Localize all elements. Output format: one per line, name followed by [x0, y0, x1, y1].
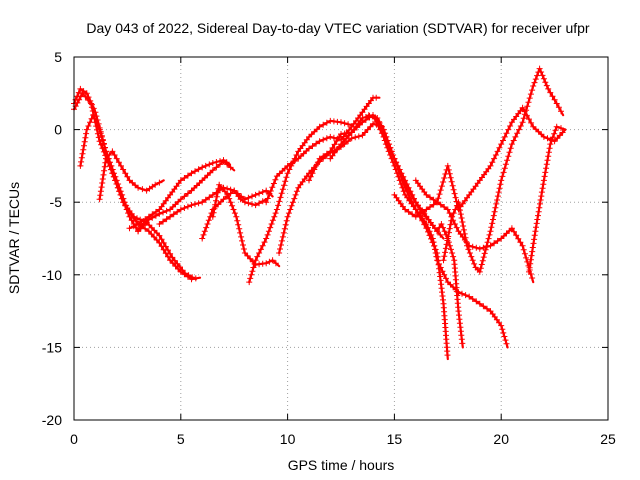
x-tick-label: 15 [387, 431, 403, 447]
series-markers [135, 158, 234, 235]
y-axis-title: SDTVAR / TECUs [6, 182, 22, 294]
series-markers [263, 94, 380, 206]
series-markers [412, 104, 566, 213]
series-track-20 [526, 123, 567, 275]
series-markers [391, 191, 536, 281]
x-tick-label: 20 [493, 431, 509, 447]
y-tick-label: 5 [54, 49, 62, 65]
chart-title: Day 043 of 2022, Sidereal Day-to-day VTE… [86, 20, 590, 36]
series-line [137, 160, 236, 233]
y-tick-label: -20 [42, 412, 62, 428]
x-tick-label: 10 [280, 431, 296, 447]
series-track-19 [440, 65, 565, 275]
x-tick-label: 25 [600, 431, 616, 447]
series-markers [199, 187, 273, 242]
plot-frame [73, 56, 609, 421]
series-track-16 [370, 112, 510, 349]
series-markers [440, 65, 564, 275]
series-track-18 [412, 104, 567, 213]
series-track-17 [391, 191, 536, 284]
series-track-4 [96, 148, 165, 203]
series-markers [156, 184, 266, 227]
series-track-9 [209, 181, 281, 268]
series-markers [77, 112, 144, 235]
series-markers [526, 123, 564, 275]
series-layer [71, 65, 567, 361]
series-markers [209, 181, 279, 268]
x-axis-title: GPS time / hours [288, 457, 395, 473]
series-line [371, 114, 509, 349]
series-markers [96, 148, 163, 203]
y-tick-label: 0 [54, 122, 62, 138]
y-tick-label: -10 [42, 267, 62, 283]
y-tick-label: -15 [42, 339, 62, 355]
x-tick-label: 5 [177, 431, 185, 447]
series-line [393, 193, 535, 284]
y-tick-label: -5 [50, 194, 63, 210]
series-track-6 [135, 158, 236, 235]
series-markers [126, 157, 230, 232]
series-track-5 [126, 157, 231, 232]
series-markers [246, 117, 352, 286]
x-tick-label: 0 [70, 431, 78, 447]
series-markers [276, 120, 384, 256]
axis-ticks: 0 5 10 15 20 25 -20 -15 -10 -5 0 5 [42, 49, 616, 447]
series-track-12 [263, 94, 381, 206]
series-line [278, 122, 385, 255]
series-track-11 [276, 120, 385, 256]
series-markers [370, 112, 510, 347]
series-track-10 [246, 117, 353, 286]
